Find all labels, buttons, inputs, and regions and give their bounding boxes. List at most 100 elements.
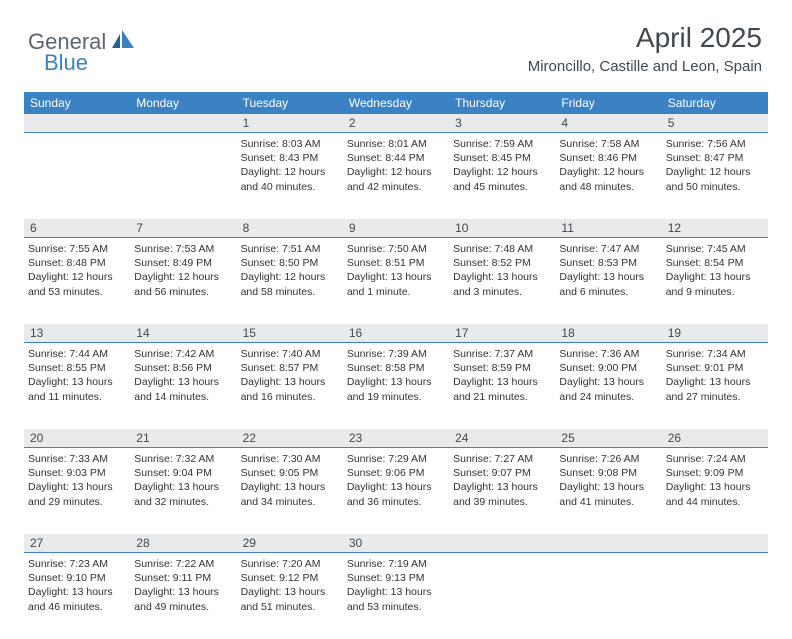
- day-number: 30: [343, 534, 449, 552]
- cell-text: Sunrise: 7:50 AM Sunset: 8:51 PM Dayligh…: [347, 240, 445, 299]
- week-row: Sunrise: 7:44 AM Sunset: 8:55 PM Dayligh…: [24, 343, 768, 429]
- day-number: 11: [555, 219, 661, 237]
- cell-text: Sunrise: 7:36 AM Sunset: 9:00 PM Dayligh…: [559, 345, 657, 404]
- calendar-cell: Sunrise: 7:20 AM Sunset: 9:12 PM Dayligh…: [237, 553, 343, 639]
- calendar-cell: Sunrise: 7:27 AM Sunset: 9:07 PM Dayligh…: [449, 448, 555, 534]
- week-row: Sunrise: 8:03 AM Sunset: 8:43 PM Dayligh…: [24, 133, 768, 219]
- calendar-cell: Sunrise: 7:22 AM Sunset: 9:11 PM Dayligh…: [130, 553, 236, 639]
- calendar-cell: Sunrise: 7:50 AM Sunset: 8:51 PM Dayligh…: [343, 238, 449, 324]
- day-number: 21: [130, 429, 236, 447]
- calendar-cell: Sunrise: 7:42 AM Sunset: 8:56 PM Dayligh…: [130, 343, 236, 429]
- calendar-cell: [662, 553, 768, 639]
- calendar: Sunday Monday Tuesday Wednesday Thursday…: [24, 92, 768, 639]
- day-number: 20: [24, 429, 130, 447]
- calendar-cell: Sunrise: 7:56 AM Sunset: 8:47 PM Dayligh…: [662, 133, 768, 219]
- cell-text: Sunrise: 7:56 AM Sunset: 8:47 PM Dayligh…: [666, 135, 764, 194]
- day-number: 26: [662, 429, 768, 447]
- day-number: 28: [130, 534, 236, 552]
- calendar-cell: Sunrise: 7:44 AM Sunset: 8:55 PM Dayligh…: [24, 343, 130, 429]
- cell-text: [28, 135, 126, 137]
- day-header-fri: Friday: [555, 92, 661, 114]
- week-row: Sunrise: 7:33 AM Sunset: 9:03 PM Dayligh…: [24, 448, 768, 534]
- day-number: 16: [343, 324, 449, 342]
- day-number: .: [449, 534, 555, 552]
- calendar-cell: Sunrise: 7:37 AM Sunset: 8:59 PM Dayligh…: [449, 343, 555, 429]
- weeks-container: ..12345Sunrise: 8:03 AM Sunset: 8:43 PM …: [24, 114, 768, 639]
- cell-text: Sunrise: 7:58 AM Sunset: 8:46 PM Dayligh…: [559, 135, 657, 194]
- daynum-row: 13141516171819: [24, 324, 768, 343]
- day-header-sun: Sunday: [24, 92, 130, 114]
- cell-text: Sunrise: 7:33 AM Sunset: 9:03 PM Dayligh…: [28, 450, 126, 509]
- logo-sails-icon: [110, 28, 138, 55]
- calendar-cell: [449, 553, 555, 639]
- cell-text: Sunrise: 7:26 AM Sunset: 9:08 PM Dayligh…: [559, 450, 657, 509]
- day-number: 22: [237, 429, 343, 447]
- day-number: 4: [555, 114, 661, 132]
- cell-text: Sunrise: 7:19 AM Sunset: 9:13 PM Dayligh…: [347, 555, 445, 614]
- day-number: 24: [449, 429, 555, 447]
- daynum-row: 27282930...: [24, 534, 768, 553]
- day-number: 14: [130, 324, 236, 342]
- calendar-cell: Sunrise: 7:53 AM Sunset: 8:49 PM Dayligh…: [130, 238, 236, 324]
- week-row: Sunrise: 7:23 AM Sunset: 9:10 PM Dayligh…: [24, 553, 768, 639]
- day-number: 23: [343, 429, 449, 447]
- day-number: 27: [24, 534, 130, 552]
- day-header-sat: Saturday: [662, 92, 768, 114]
- calendar-cell: Sunrise: 7:58 AM Sunset: 8:46 PM Dayligh…: [555, 133, 661, 219]
- calendar-cell: Sunrise: 7:26 AM Sunset: 9:08 PM Dayligh…: [555, 448, 661, 534]
- day-number: .: [555, 534, 661, 552]
- day-number: 2: [343, 114, 449, 132]
- day-number: 13: [24, 324, 130, 342]
- cell-text: Sunrise: 7:59 AM Sunset: 8:45 PM Dayligh…: [453, 135, 551, 194]
- day-header-row: Sunday Monday Tuesday Wednesday Thursday…: [24, 92, 768, 114]
- cell-text: Sunrise: 7:27 AM Sunset: 9:07 PM Dayligh…: [453, 450, 551, 509]
- calendar-cell: Sunrise: 7:51 AM Sunset: 8:50 PM Dayligh…: [237, 238, 343, 324]
- day-number: 10: [449, 219, 555, 237]
- cell-text: Sunrise: 7:47 AM Sunset: 8:53 PM Dayligh…: [559, 240, 657, 299]
- daynum-row: 6789101112: [24, 219, 768, 238]
- calendar-cell: Sunrise: 7:32 AM Sunset: 9:04 PM Dayligh…: [130, 448, 236, 534]
- cell-text: [559, 555, 657, 557]
- calendar-cell: Sunrise: 7:24 AM Sunset: 9:09 PM Dayligh…: [662, 448, 768, 534]
- logo-text-blue-wrap: Blue: [44, 50, 88, 76]
- calendar-cell: Sunrise: 7:36 AM Sunset: 9:00 PM Dayligh…: [555, 343, 661, 429]
- cell-text: Sunrise: 7:39 AM Sunset: 8:58 PM Dayligh…: [347, 345, 445, 404]
- calendar-cell: Sunrise: 7:40 AM Sunset: 8:57 PM Dayligh…: [237, 343, 343, 429]
- day-number: 7: [130, 219, 236, 237]
- calendar-cell: [24, 133, 130, 219]
- cell-text: Sunrise: 7:30 AM Sunset: 9:05 PM Dayligh…: [241, 450, 339, 509]
- day-number: .: [662, 534, 768, 552]
- day-number: 12: [662, 219, 768, 237]
- calendar-cell: Sunrise: 7:45 AM Sunset: 8:54 PM Dayligh…: [662, 238, 768, 324]
- cell-text: [666, 555, 764, 557]
- cell-text: Sunrise: 7:32 AM Sunset: 9:04 PM Dayligh…: [134, 450, 232, 509]
- day-number: 9: [343, 219, 449, 237]
- day-number: 1: [237, 114, 343, 132]
- day-number: 6: [24, 219, 130, 237]
- cell-text: Sunrise: 7:44 AM Sunset: 8:55 PM Dayligh…: [28, 345, 126, 404]
- cell-text: Sunrise: 7:23 AM Sunset: 9:10 PM Dayligh…: [28, 555, 126, 614]
- day-number: .: [130, 114, 236, 132]
- calendar-cell: [130, 133, 236, 219]
- calendar-cell: Sunrise: 7:29 AM Sunset: 9:06 PM Dayligh…: [343, 448, 449, 534]
- cell-text: Sunrise: 7:53 AM Sunset: 8:49 PM Dayligh…: [134, 240, 232, 299]
- day-header-mon: Monday: [130, 92, 236, 114]
- calendar-cell: Sunrise: 7:55 AM Sunset: 8:48 PM Dayligh…: [24, 238, 130, 324]
- calendar-cell: Sunrise: 7:34 AM Sunset: 9:01 PM Dayligh…: [662, 343, 768, 429]
- cell-text: [453, 555, 551, 557]
- calendar-cell: Sunrise: 7:48 AM Sunset: 8:52 PM Dayligh…: [449, 238, 555, 324]
- cell-text: Sunrise: 7:24 AM Sunset: 9:09 PM Dayligh…: [666, 450, 764, 509]
- day-number: 15: [237, 324, 343, 342]
- calendar-cell: Sunrise: 7:33 AM Sunset: 9:03 PM Dayligh…: [24, 448, 130, 534]
- calendar-cell: Sunrise: 7:47 AM Sunset: 8:53 PM Dayligh…: [555, 238, 661, 324]
- day-number: 8: [237, 219, 343, 237]
- cell-text: Sunrise: 7:34 AM Sunset: 9:01 PM Dayligh…: [666, 345, 764, 404]
- calendar-cell: Sunrise: 7:19 AM Sunset: 9:13 PM Dayligh…: [343, 553, 449, 639]
- calendar-cell: Sunrise: 8:01 AM Sunset: 8:44 PM Dayligh…: [343, 133, 449, 219]
- cell-text: Sunrise: 7:48 AM Sunset: 8:52 PM Dayligh…: [453, 240, 551, 299]
- location-text: Mironcillo, Castille and Leon, Spain: [528, 58, 762, 75]
- calendar-cell: Sunrise: 7:59 AM Sunset: 8:45 PM Dayligh…: [449, 133, 555, 219]
- day-number: 3: [449, 114, 555, 132]
- cell-text: Sunrise: 8:01 AM Sunset: 8:44 PM Dayligh…: [347, 135, 445, 194]
- calendar-cell: Sunrise: 7:39 AM Sunset: 8:58 PM Dayligh…: [343, 343, 449, 429]
